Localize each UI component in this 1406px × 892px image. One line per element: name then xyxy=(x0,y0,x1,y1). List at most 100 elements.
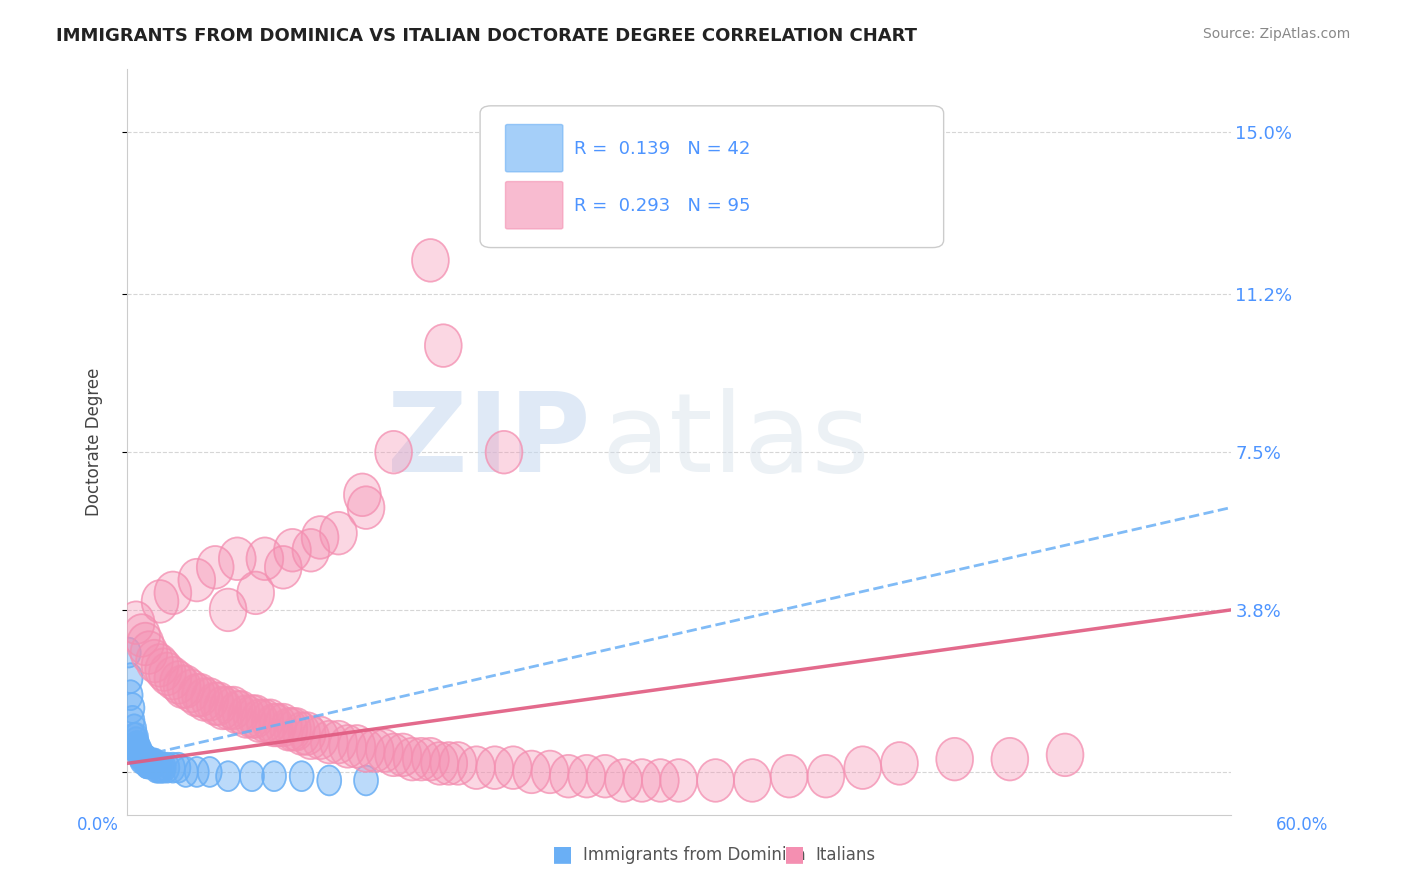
Ellipse shape xyxy=(256,704,292,747)
Ellipse shape xyxy=(219,538,256,580)
Ellipse shape xyxy=(586,755,624,797)
Ellipse shape xyxy=(222,691,259,733)
Ellipse shape xyxy=(605,759,643,802)
Ellipse shape xyxy=(127,731,150,761)
Ellipse shape xyxy=(118,664,142,693)
Ellipse shape xyxy=(155,657,191,699)
Ellipse shape xyxy=(339,725,375,768)
Ellipse shape xyxy=(122,723,146,753)
Ellipse shape xyxy=(136,640,173,682)
Text: 60.0%: 60.0% xyxy=(1277,816,1329,834)
Ellipse shape xyxy=(142,644,179,687)
Ellipse shape xyxy=(127,623,163,665)
Ellipse shape xyxy=(375,431,412,474)
Ellipse shape xyxy=(155,572,191,615)
Text: Source: ZipAtlas.com: Source: ZipAtlas.com xyxy=(1202,27,1350,41)
Ellipse shape xyxy=(292,716,329,759)
Ellipse shape xyxy=(148,753,172,782)
Ellipse shape xyxy=(198,757,222,787)
Ellipse shape xyxy=(495,747,531,789)
Ellipse shape xyxy=(219,691,256,733)
Ellipse shape xyxy=(321,512,357,555)
Ellipse shape xyxy=(430,742,467,785)
Ellipse shape xyxy=(643,759,679,802)
Ellipse shape xyxy=(127,736,150,765)
Ellipse shape xyxy=(477,747,513,789)
Ellipse shape xyxy=(215,687,252,730)
Ellipse shape xyxy=(550,755,586,797)
Ellipse shape xyxy=(458,747,495,789)
Text: R =  0.139   N = 42: R = 0.139 N = 42 xyxy=(574,140,751,158)
Ellipse shape xyxy=(160,661,197,704)
Text: R =  0.293   N = 95: R = 0.293 N = 95 xyxy=(574,197,751,215)
Ellipse shape xyxy=(292,529,329,572)
Ellipse shape xyxy=(201,682,238,725)
Ellipse shape xyxy=(347,486,384,529)
Ellipse shape xyxy=(264,704,302,747)
Ellipse shape xyxy=(366,730,404,772)
Ellipse shape xyxy=(425,325,461,367)
Ellipse shape xyxy=(179,558,215,601)
Ellipse shape xyxy=(302,716,339,759)
Ellipse shape xyxy=(531,750,568,793)
Ellipse shape xyxy=(135,748,159,779)
Ellipse shape xyxy=(344,474,381,516)
Ellipse shape xyxy=(661,759,697,802)
Ellipse shape xyxy=(197,682,233,725)
Ellipse shape xyxy=(197,546,233,589)
Ellipse shape xyxy=(991,738,1028,780)
Ellipse shape xyxy=(394,738,430,780)
Ellipse shape xyxy=(118,681,142,710)
Ellipse shape xyxy=(240,761,264,791)
Ellipse shape xyxy=(142,580,179,623)
Ellipse shape xyxy=(240,699,278,742)
Ellipse shape xyxy=(228,695,264,738)
Ellipse shape xyxy=(183,673,219,716)
Ellipse shape xyxy=(238,695,274,738)
Ellipse shape xyxy=(124,731,148,761)
Ellipse shape xyxy=(163,665,201,708)
Ellipse shape xyxy=(124,723,148,753)
Ellipse shape xyxy=(412,239,449,282)
Ellipse shape xyxy=(354,765,378,796)
Ellipse shape xyxy=(624,759,661,802)
Ellipse shape xyxy=(936,738,973,780)
Ellipse shape xyxy=(259,704,297,747)
FancyBboxPatch shape xyxy=(479,106,943,248)
Ellipse shape xyxy=(136,748,160,779)
Ellipse shape xyxy=(132,744,156,774)
Ellipse shape xyxy=(184,757,208,787)
Ellipse shape xyxy=(117,638,141,667)
Ellipse shape xyxy=(384,733,422,776)
Ellipse shape xyxy=(274,708,311,750)
Ellipse shape xyxy=(129,740,153,770)
Ellipse shape xyxy=(152,753,176,782)
Ellipse shape xyxy=(173,670,209,712)
Ellipse shape xyxy=(375,733,412,776)
Ellipse shape xyxy=(121,706,145,736)
Ellipse shape xyxy=(141,748,165,779)
Ellipse shape xyxy=(262,761,285,791)
Ellipse shape xyxy=(134,744,157,774)
Ellipse shape xyxy=(252,699,288,742)
Ellipse shape xyxy=(135,748,159,779)
Text: 0.0%: 0.0% xyxy=(77,816,120,834)
Ellipse shape xyxy=(142,748,166,779)
Ellipse shape xyxy=(124,727,148,757)
Ellipse shape xyxy=(238,572,274,615)
Text: ■: ■ xyxy=(553,845,572,864)
Ellipse shape xyxy=(311,721,347,764)
Ellipse shape xyxy=(139,748,163,779)
Ellipse shape xyxy=(122,714,146,744)
Ellipse shape xyxy=(264,546,302,589)
Ellipse shape xyxy=(118,601,155,644)
Ellipse shape xyxy=(121,693,145,723)
Ellipse shape xyxy=(160,753,184,782)
Ellipse shape xyxy=(128,736,152,765)
Text: ZIP: ZIP xyxy=(387,388,591,495)
Ellipse shape xyxy=(167,665,204,708)
Text: IMMIGRANTS FROM DOMINICA VS ITALIAN DOCTORATE DEGREE CORRELATION CHART: IMMIGRANTS FROM DOMINICA VS ITALIAN DOCT… xyxy=(56,27,917,45)
Ellipse shape xyxy=(404,738,440,780)
FancyBboxPatch shape xyxy=(506,125,562,172)
Ellipse shape xyxy=(191,678,228,721)
